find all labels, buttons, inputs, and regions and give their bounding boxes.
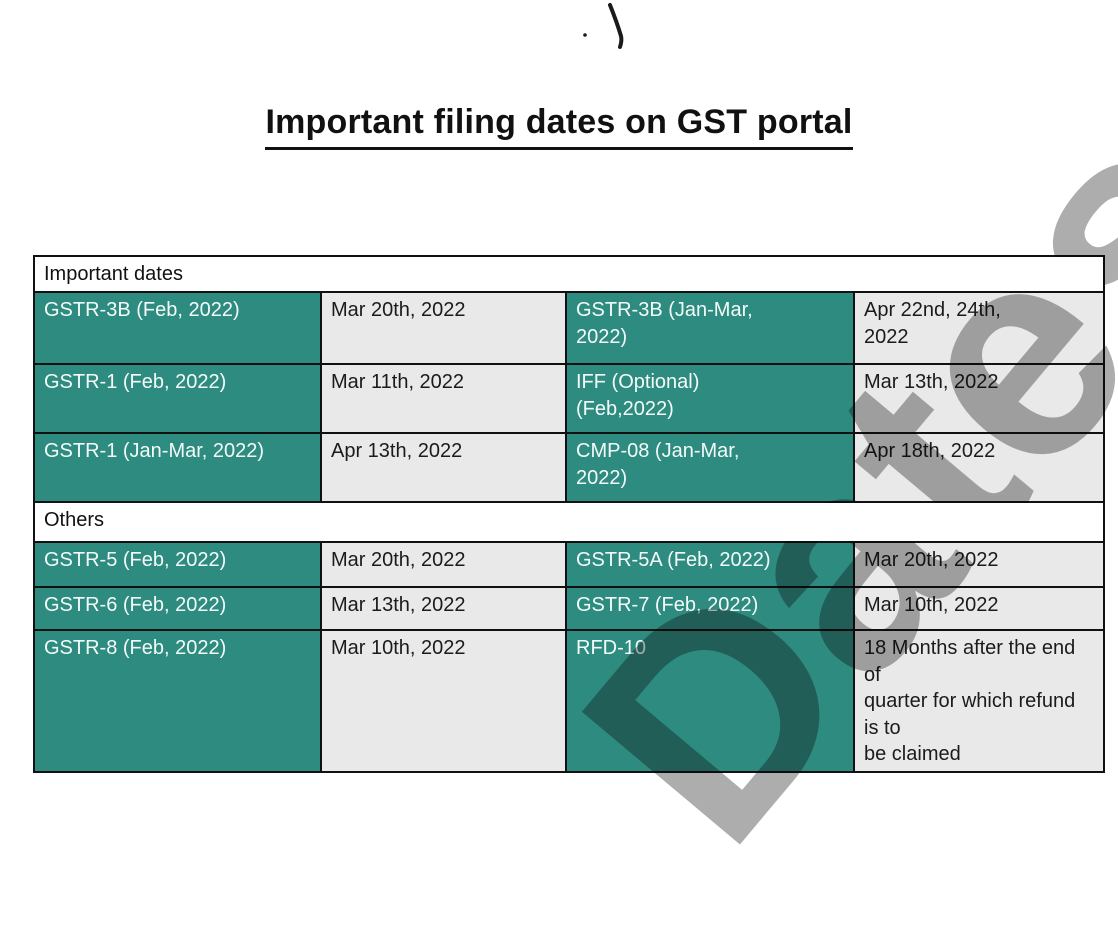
- filing-dates-table: Important dates GSTR-3B (Feb, 2022) Mar …: [32, 254, 1106, 774]
- form-cell: GSTR-1 (Feb, 2022): [33, 363, 322, 435]
- date-cell: Mar 20th, 2022: [320, 541, 567, 589]
- date-cell: Apr 13th, 2022: [320, 432, 567, 504]
- form-cell: GSTR-8 (Feb, 2022): [33, 629, 322, 774]
- pen-stroke-mark: [583, 3, 624, 49]
- form-cell: GSTR-6 (Feb, 2022): [33, 586, 322, 632]
- date-cell: Mar 10th, 2022: [320, 629, 567, 774]
- date-cell: Mar 10th, 2022: [852, 586, 1106, 632]
- date-cell: Apr 22nd, 24th, 2022: [852, 291, 1106, 366]
- date-cell: Mar 13th, 2022: [320, 586, 567, 632]
- page-title-container: Important filing dates on GST portal: [0, 103, 1118, 150]
- form-cell: GSTR-5A (Feb, 2022): [565, 541, 855, 589]
- page-title: Important filing dates on GST portal: [265, 103, 853, 150]
- form-cell: GSTR-1 (Jan-Mar, 2022): [33, 432, 322, 504]
- table-row: GSTR-8 (Feb, 2022) Mar 10th, 2022 RFD-10…: [33, 629, 1106, 774]
- date-cell: Apr 18th, 2022: [852, 432, 1106, 504]
- form-cell: GSTR-3B (Feb, 2022): [33, 291, 322, 366]
- form-cell: GSTR-5 (Feb, 2022): [33, 541, 322, 589]
- date-cell: Mar 11th, 2022: [320, 363, 567, 435]
- pen-dot: [583, 33, 587, 37]
- table-row: GSTR-3B (Feb, 2022) Mar 20th, 2022 GSTR-…: [33, 291, 1106, 366]
- table-row: GSTR-6 (Feb, 2022) Mar 13th, 2022 GSTR-7…: [33, 586, 1106, 632]
- pen-slash: [608, 3, 624, 49]
- table-row: GSTR-5 (Feb, 2022) Mar 20th, 2022 GSTR-5…: [33, 541, 1106, 589]
- date-note-cell: 18 Months after the end of quarter for w…: [852, 629, 1106, 774]
- form-cell: CMP-08 (Jan-Mar, 2022): [565, 432, 855, 504]
- section-header-row: Others: [32, 501, 1106, 544]
- section-header-others: Others: [32, 501, 1106, 544]
- table-row: GSTR-1 (Jan-Mar, 2022) Apr 13th, 2022 CM…: [33, 432, 1106, 504]
- date-cell: Mar 20th, 2022: [320, 291, 567, 366]
- document-page: { "page": { "title": "Important filing d…: [0, 3, 1118, 901]
- date-cell: Mar 20th, 2022: [852, 541, 1106, 589]
- section-header-row: Important dates: [32, 254, 1106, 294]
- form-cell: GSTR-7 (Feb, 2022): [565, 586, 855, 632]
- form-cell: IFF (Optional) (Feb,2022): [565, 363, 855, 435]
- form-cell: GSTR-3B (Jan-Mar, 2022): [565, 291, 855, 366]
- table-row: GSTR-1 (Feb, 2022) Mar 11th, 2022 IFF (O…: [33, 363, 1106, 435]
- date-cell: Mar 13th, 2022: [852, 363, 1106, 435]
- form-cell: RFD-10: [565, 629, 855, 774]
- section-header-important: Important dates: [32, 254, 1106, 294]
